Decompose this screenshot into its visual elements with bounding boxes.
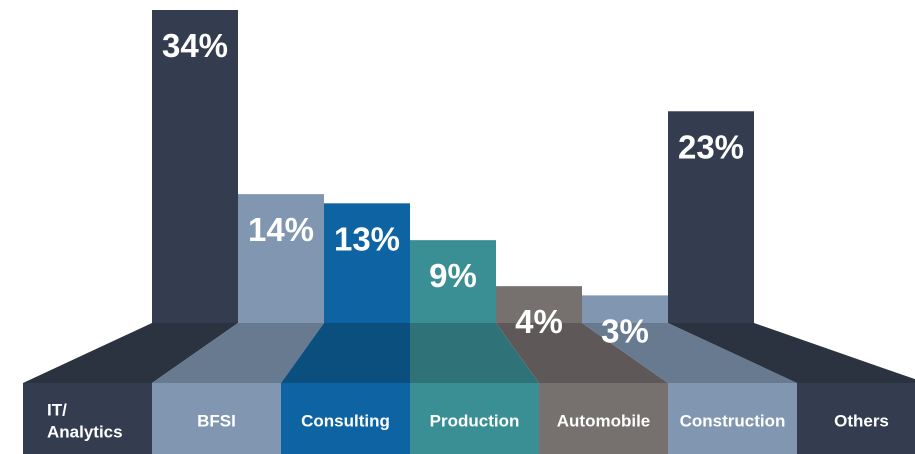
value-label-bfsi: 14% [248,211,314,248]
floor-panel-construction [582,323,797,383]
category-box-automobile [539,383,668,454]
category-label-consulting: Consulting [301,412,390,431]
category-label-bfsi: BFSI [197,412,236,431]
floor-panel-consulting [281,323,410,383]
category-label-others: Others [834,412,889,431]
floor-panel-bfsi [152,323,324,383]
value-label-others: 23% [678,128,744,165]
bar-construction [582,295,668,323]
bar-it-analytics [152,10,238,323]
floor-panel-it-analytics [23,323,238,383]
value-label-consulting: 13% [334,220,400,257]
category-label-boxes: IT/Analytics BFSI Consulting Production Auto… [23,383,915,454]
category-label-construction: Construction [680,412,786,431]
floor-panels [23,323,915,383]
value-label-production: 9% [429,257,477,294]
category-box-it-analytics [23,383,152,454]
category-box-bfsi [152,383,281,454]
bar-automobile [496,286,582,323]
floor-panel-automobile [496,323,668,383]
category-label-production: Production [430,412,520,431]
bar-consulting [324,203,410,323]
bars: 34% 14% 13% 9% 4% 3% 23% [152,10,754,349]
bar-bfsi [238,194,324,323]
category-box-others [797,383,915,454]
category-label-automobile: Automobile [557,412,651,431]
category-box-production [410,383,539,454]
category-box-consulting [281,383,410,454]
floor-panel-others [668,323,915,383]
value-label-automobile: 4% [515,303,563,340]
bar-production [410,240,496,323]
category-box-construction [668,383,797,454]
value-label-it-analytics: 34% [162,27,228,64]
value-label-construction: 3% [601,312,649,349]
category-label-it-analytics: IT/Analytics [47,401,123,442]
bar-others [668,111,754,323]
